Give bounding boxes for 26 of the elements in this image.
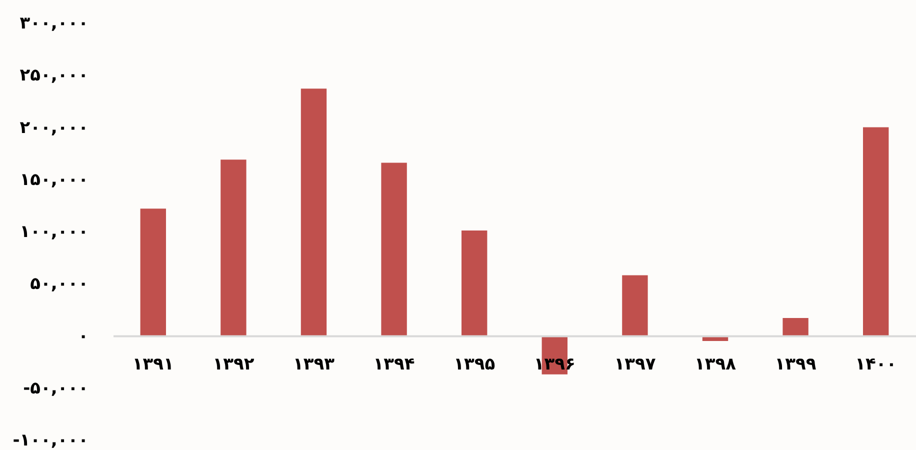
x-tick-label: ۱۳۹۹ (774, 354, 817, 374)
y-tick-label: ۱۵۰,۰۰۰ (20, 170, 88, 190)
y-tick-label: ۵۰,۰۰۰ (30, 274, 88, 294)
x-tick-label: ۱۳۹۳ (292, 354, 336, 374)
y-tick-label: -۵۰,۰۰۰ (23, 378, 88, 398)
bar (863, 127, 889, 336)
bar (220, 160, 246, 336)
y-tick-label: ۱۰۰,۰۰۰ (20, 222, 88, 242)
bar (381, 162, 407, 336)
x-tick-label: ۱۳۹۵ (454, 354, 496, 374)
x-tick-label: ۱۳۹۴ (373, 354, 415, 374)
y-tick-label: ۳۰۰,۰۰۰ (20, 14, 88, 34)
bar (622, 275, 648, 336)
bar (300, 88, 327, 336)
y-tick-label: ۲۰۰,۰۰۰ (20, 118, 88, 138)
y-tick-label: -۱۰۰,۰۰۰ (12, 430, 88, 450)
bar (782, 318, 808, 336)
x-tick-label: ۱۳۹۲ (212, 354, 255, 374)
x-tick-label: ۱۳۹۷ (614, 354, 656, 374)
x-tick-label: ۱۴۰۰ (855, 354, 897, 374)
y-tick-label: ۰ (78, 326, 88, 346)
x-tick-label: ۱۳۹۸ (694, 354, 737, 374)
y-tick-label: ۲۵۰,۰۰۰ (20, 66, 88, 86)
bar (462, 230, 488, 336)
bar (140, 208, 166, 336)
x-tick-label: ۱۳۹۱ (132, 354, 174, 374)
